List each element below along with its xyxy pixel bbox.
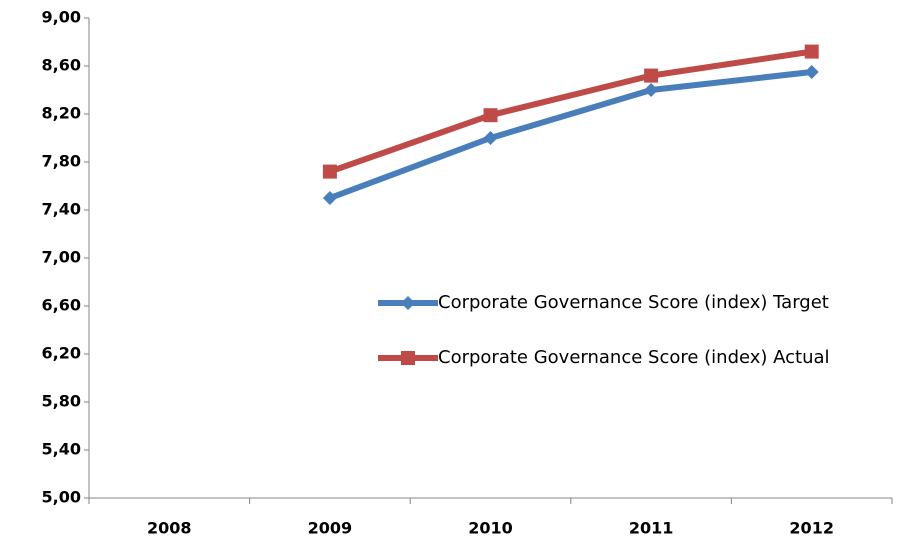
y-tick-label: 9,00 — [42, 8, 81, 27]
data-point — [644, 68, 659, 83]
y-tick-label: 6,20 — [42, 344, 81, 363]
y-tick-label: 5,00 — [42, 488, 81, 507]
data-point — [322, 164, 337, 179]
y-tick-label: 7,40 — [42, 200, 81, 219]
y-tick-label: 8,20 — [42, 104, 81, 123]
data-point — [322, 191, 337, 205]
legend-label: Corporate Governance Score (index) Actua… — [438, 347, 830, 368]
data-point — [804, 65, 819, 79]
series-line — [328, 69, 813, 201]
data-point — [644, 83, 659, 97]
y-tick-label: 5,40 — [42, 440, 81, 459]
x-tick-label: 2009 — [308, 519, 353, 538]
x-tick-label: 2011 — [629, 519, 674, 538]
x-tick-label: 2012 — [789, 519, 834, 538]
x-tick-label: 2008 — [147, 519, 192, 538]
data-point — [804, 44, 819, 59]
x-tick-label: 2010 — [468, 519, 513, 538]
y-tick-label: 7,80 — [42, 152, 81, 171]
legend-marker — [401, 296, 415, 310]
y-tick-label: 6,60 — [42, 296, 81, 315]
series-line — [328, 48, 813, 175]
data-point — [483, 108, 498, 123]
legend-marker — [401, 351, 415, 365]
y-tick-label: 5,80 — [42, 392, 81, 411]
data-point — [483, 131, 498, 145]
legend-label: Corporate Governance Score (index) Targe… — [438, 292, 829, 313]
y-tick-label: 7,00 — [42, 248, 81, 267]
y-tick-label: 8,60 — [42, 56, 81, 75]
